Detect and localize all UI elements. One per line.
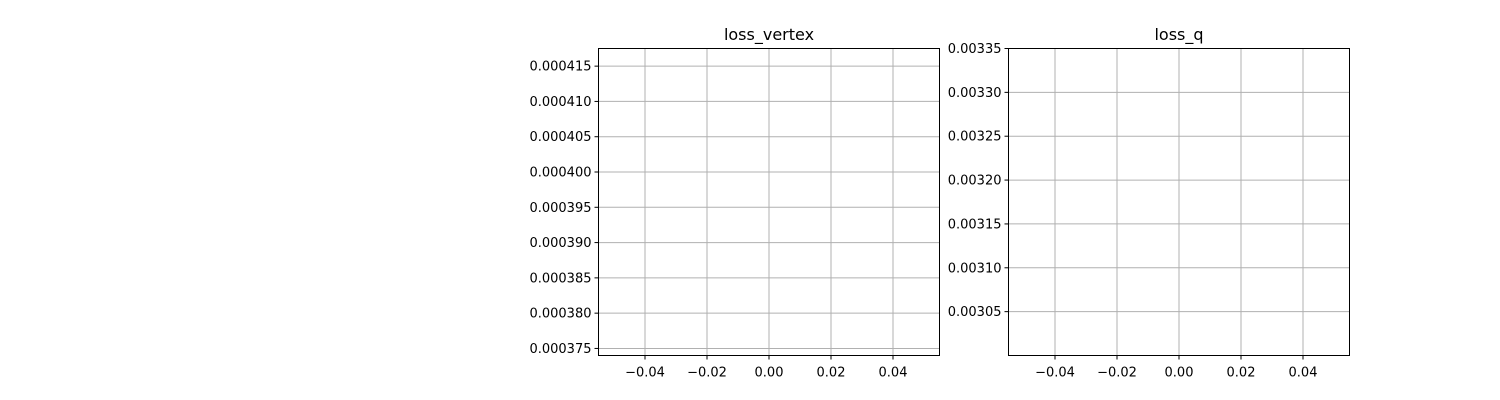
loss-q-axes-frame: [1008, 48, 1350, 356]
loss-q-x-tick-label: 0.00: [1165, 366, 1194, 381]
loss-q-x-tick-label: −0.02: [1097, 366, 1137, 381]
loss-q-x-tick-label: 0.02: [1227, 366, 1256, 381]
loss-vertex-y-tick-label: 0.000375: [529, 342, 591, 357]
loss-vertex-x-tick-label: 0.00: [755, 366, 784, 381]
loss-vertex-ticks: −0.04 −0.02 0.00 0.02 0.04 0.000375 0.000380 0.…: [529, 60, 907, 381]
loss-vertex-y-tick-label: 0.000395: [529, 201, 591, 216]
loss-q-grid: [1008, 48, 1350, 356]
loss-vertex-y-tick-label: 0.000410: [529, 95, 591, 110]
loss-vertex-title: loss_vertex: [724, 25, 814, 45]
loss-vertex-x-tick-label: 0.02: [817, 366, 846, 381]
loss-vertex-y-tick-label: 0.000405: [529, 130, 591, 145]
loss-q-y-tick-label: 0.00305: [948, 305, 1002, 320]
loss-vertex-x-tick-label: −0.04: [625, 366, 665, 381]
loss-vertex-panel: loss_vertex −0.04 −0.02 0.00 0.02 0.04 0.0003…: [529, 25, 940, 381]
loss-vertex-x-tick-label: 0.04: [879, 366, 908, 381]
loss-vertex-y-tick-label: 0.000385: [529, 271, 591, 286]
loss-q-y-tick-label: 0.00330: [948, 86, 1002, 101]
loss-q-y-tick-label: 0.00335: [948, 42, 1002, 57]
loss-q-title: loss_q: [1154, 25, 1203, 45]
loss-vertex-axes-frame: [598, 48, 940, 356]
loss-q-y-tick-label: 0.00325: [948, 130, 1002, 145]
loss-vertex-x-tick-label: −0.02: [687, 366, 727, 381]
loss-vertex-grid: [598, 48, 940, 356]
loss-vertex-y-tick-label: 0.000415: [529, 60, 591, 75]
loss-vertex-y-tick-label: 0.000390: [529, 236, 591, 251]
loss-q-y-tick-label: 0.00315: [948, 217, 1002, 232]
loss-q-y-tick-label: 0.00310: [948, 261, 1002, 276]
loss-q-ticks: −0.04 −0.02 0.00 0.02 0.04 0.00305 0.00310 0.00…: [948, 42, 1318, 381]
loss-q-panel: loss_q −0.04 −0.02 0.00 0.02 0.04 0.00305 0.00…: [948, 25, 1350, 381]
loss-vertex-y-tick-label: 0.000380: [529, 307, 591, 322]
loss-q-x-tick-label: −0.04: [1035, 366, 1075, 381]
loss-q-x-tick-label: 0.04: [1289, 366, 1318, 381]
loss-q-y-tick-label: 0.00320: [948, 174, 1002, 189]
loss-vertex-y-tick-label: 0.000400: [529, 166, 591, 181]
